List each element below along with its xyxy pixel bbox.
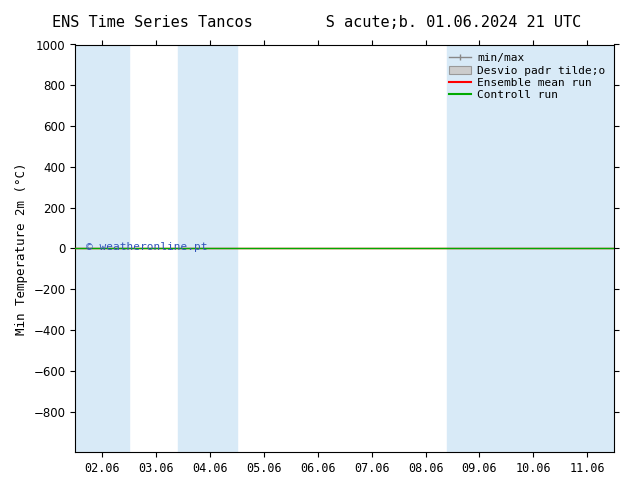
Legend: min/max, Desvio padr tilde;o, Ensemble mean run, Controll run: min/max, Desvio padr tilde;o, Ensemble m… <box>446 50 609 103</box>
Bar <box>555 45 614 452</box>
Text: © weatheronline.pt: © weatheronline.pt <box>86 242 208 252</box>
Text: ENS Time Series Tancos        S acute;b. 01.06.2024 21 UTC: ENS Time Series Tancos S acute;b. 01.06.… <box>53 15 581 30</box>
Bar <box>75 45 129 452</box>
Y-axis label: Min Temperature 2m (°C): Min Temperature 2m (°C) <box>15 162 28 335</box>
Bar <box>447 45 566 452</box>
Bar <box>178 45 237 452</box>
